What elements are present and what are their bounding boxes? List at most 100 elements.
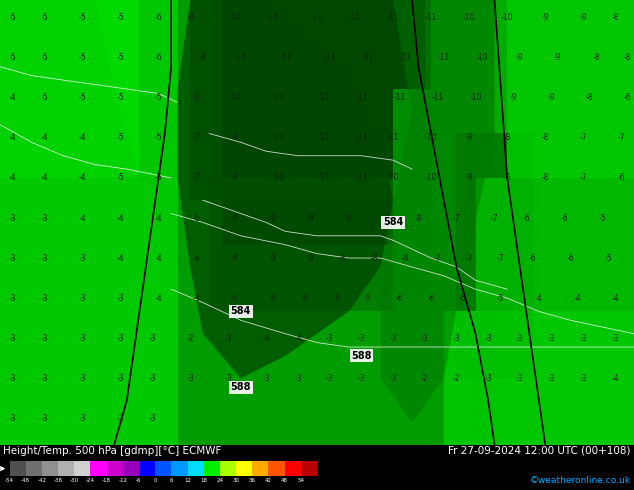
Bar bbox=[123, 461, 139, 476]
Text: -10: -10 bbox=[469, 94, 482, 102]
Text: -8: -8 bbox=[186, 13, 194, 23]
Text: -10: -10 bbox=[387, 173, 399, 182]
Text: -11: -11 bbox=[399, 53, 412, 62]
Text: -6: -6 bbox=[459, 294, 467, 303]
Bar bbox=[26, 461, 42, 476]
Text: -42: -42 bbox=[37, 478, 46, 483]
Text: -9: -9 bbox=[579, 13, 587, 23]
Text: -4: -4 bbox=[535, 294, 543, 303]
Bar bbox=[285, 461, 301, 476]
Text: -5: -5 bbox=[155, 173, 162, 182]
Text: -4: -4 bbox=[9, 133, 16, 143]
Text: -4: -4 bbox=[155, 294, 162, 303]
Text: -3: -3 bbox=[516, 374, 524, 383]
Text: -6: -6 bbox=[136, 478, 142, 483]
Text: -11: -11 bbox=[273, 94, 285, 102]
Text: -5: -5 bbox=[364, 294, 372, 303]
Text: -3: -3 bbox=[79, 294, 86, 303]
Text: -3: -3 bbox=[9, 294, 16, 303]
Text: -3: -3 bbox=[484, 334, 492, 343]
Text: -9: -9 bbox=[345, 214, 353, 222]
Text: -3: -3 bbox=[79, 334, 86, 343]
FancyArrowPatch shape bbox=[0, 466, 4, 471]
Text: -3: -3 bbox=[41, 334, 48, 343]
Text: -10: -10 bbox=[273, 173, 285, 182]
Bar bbox=[209, 0, 431, 312]
Text: -3: -3 bbox=[41, 374, 48, 383]
Text: -3: -3 bbox=[224, 334, 232, 343]
Text: -3: -3 bbox=[294, 374, 302, 383]
Text: -3: -3 bbox=[79, 414, 86, 423]
Text: -24: -24 bbox=[86, 478, 95, 483]
Text: 36: 36 bbox=[249, 478, 256, 483]
Text: -6: -6 bbox=[301, 294, 308, 303]
Text: -6: -6 bbox=[560, 214, 568, 222]
Text: -7: -7 bbox=[618, 133, 625, 143]
Text: -4: -4 bbox=[573, 294, 581, 303]
Text: -5: -5 bbox=[79, 53, 86, 62]
Text: -3: -3 bbox=[326, 334, 333, 343]
Text: -5: -5 bbox=[605, 253, 612, 263]
Bar bbox=[236, 461, 252, 476]
Text: -3: -3 bbox=[9, 374, 16, 383]
Text: -5: -5 bbox=[497, 294, 505, 303]
Text: -3: -3 bbox=[453, 334, 460, 343]
Text: -8: -8 bbox=[231, 214, 238, 222]
Text: -38: -38 bbox=[53, 478, 63, 483]
Text: 24: 24 bbox=[216, 478, 223, 483]
Text: -8: -8 bbox=[541, 133, 549, 143]
Text: -10: -10 bbox=[463, 13, 476, 23]
Text: -8: -8 bbox=[339, 253, 346, 263]
Text: -9: -9 bbox=[465, 133, 473, 143]
Text: -4: -4 bbox=[41, 173, 48, 182]
Text: -10: -10 bbox=[228, 94, 241, 102]
Text: ©weatheronline.co.uk: ©weatheronline.co.uk bbox=[530, 476, 631, 486]
Text: -5: -5 bbox=[41, 53, 48, 62]
Text: 42: 42 bbox=[265, 478, 272, 483]
Text: -10: -10 bbox=[501, 13, 514, 23]
Text: 6: 6 bbox=[170, 478, 173, 483]
Bar bbox=[91, 461, 107, 476]
Bar bbox=[178, 0, 495, 445]
Text: -5: -5 bbox=[9, 13, 16, 23]
Text: -10: -10 bbox=[235, 53, 247, 62]
Text: -6: -6 bbox=[269, 294, 276, 303]
Bar bbox=[252, 461, 268, 476]
Text: -3: -3 bbox=[9, 253, 16, 263]
Text: -9: -9 bbox=[541, 13, 549, 23]
Text: -54: -54 bbox=[5, 478, 14, 483]
Text: -2: -2 bbox=[186, 334, 194, 343]
Polygon shape bbox=[0, 0, 171, 445]
Bar bbox=[220, 461, 236, 476]
Text: -3: -3 bbox=[9, 334, 16, 343]
Text: 54: 54 bbox=[297, 478, 304, 483]
Text: -11: -11 bbox=[311, 13, 323, 23]
Text: -3: -3 bbox=[41, 294, 48, 303]
Text: -11: -11 bbox=[437, 53, 450, 62]
Bar bbox=[0, 0, 178, 445]
Text: -9: -9 bbox=[465, 173, 473, 182]
Text: -6: -6 bbox=[427, 294, 435, 303]
Text: -4: -4 bbox=[79, 214, 86, 222]
Text: -11: -11 bbox=[273, 133, 285, 143]
Text: -3: -3 bbox=[9, 414, 16, 423]
Text: -3: -3 bbox=[389, 374, 397, 383]
Text: -9: -9 bbox=[383, 214, 391, 222]
Text: -3: -3 bbox=[389, 334, 397, 343]
Text: -8: -8 bbox=[624, 53, 631, 62]
Text: -3: -3 bbox=[186, 374, 194, 383]
Text: -9: -9 bbox=[307, 253, 314, 263]
Text: -3: -3 bbox=[224, 374, 232, 383]
Text: -4: -4 bbox=[79, 173, 86, 182]
Text: -3: -3 bbox=[421, 334, 429, 343]
Text: -6: -6 bbox=[193, 214, 200, 222]
Text: -48: -48 bbox=[21, 478, 30, 483]
Text: -11: -11 bbox=[393, 94, 406, 102]
Text: -8: -8 bbox=[541, 173, 549, 182]
Text: -4: -4 bbox=[41, 133, 48, 143]
Text: -3: -3 bbox=[117, 414, 124, 423]
Text: -4: -4 bbox=[155, 253, 162, 263]
Text: -4: -4 bbox=[9, 94, 16, 102]
Text: -5: -5 bbox=[117, 53, 124, 62]
Bar bbox=[222, 0, 425, 178]
